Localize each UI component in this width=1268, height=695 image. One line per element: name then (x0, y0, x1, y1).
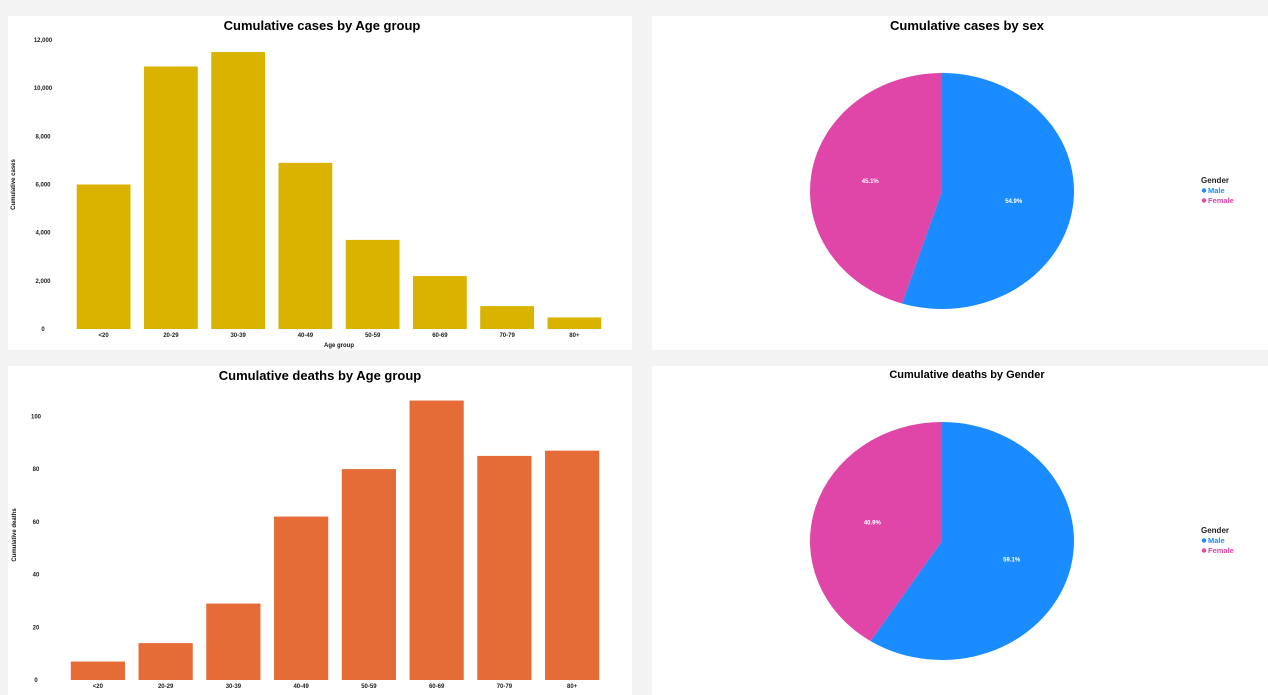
legend-marker (1201, 188, 1207, 193)
slice-value-label: 54.9% (1005, 199, 1023, 205)
y-axis-label: Cumulative deaths (12, 508, 18, 562)
pie-slice-male (870, 422, 1074, 660)
y-tick-label: 0 (41, 327, 45, 333)
legend-item: Female (1208, 196, 1234, 205)
slice-value-label: 59.1% (1003, 557, 1021, 563)
chart-title: Cumulative cases by sex (890, 18, 1045, 33)
y-tick-label: 12,000 (34, 38, 53, 44)
x-tick-label: 50-59 (361, 684, 377, 690)
bar (545, 450, 600, 680)
deaths-by-gender-chart: Cumulative deaths by Gender 59.1% 40.9% Gen… (810, 369, 1234, 660)
x-tick-label: 60-69 (432, 333, 448, 339)
pie-slice-female (810, 73, 942, 304)
slice-value-label: 40.9% (864, 521, 882, 527)
bar (138, 643, 193, 680)
y-tick-label: 6,000 (35, 183, 51, 189)
y-tick-label: 20 (33, 625, 40, 631)
deaths-by-age-chart: Cumulative deaths by Age group 0 20 40 60 80 1… (12, 368, 600, 690)
y-axis-label: Cumulative cases (11, 158, 17, 209)
y-tick-label: 100 (31, 414, 42, 420)
chart-title: Cumulative deaths by Age group (219, 368, 422, 383)
bar (345, 239, 400, 329)
legend-marker (1201, 198, 1207, 203)
legend-item: Male (1208, 536, 1225, 545)
y-tick-label: 80 (33, 467, 40, 473)
cases-by-age-panel: Cumulative cases by Age group 0 2,000 4,000… (8, 16, 632, 350)
pie-slice-male (901, 73, 1074, 310)
x-tick-label: 40-49 (298, 333, 314, 339)
legend-marker (1201, 538, 1207, 543)
y-tick-label: 60 (33, 520, 40, 526)
bar (412, 276, 467, 329)
x-tick-label: 70-79 (499, 333, 515, 339)
deaths-by-gender-panel: Cumulative deaths by Gender 59.1% 40.9% Gen… (652, 366, 1268, 695)
bar (547, 317, 602, 329)
x-tick-label: 80+ (567, 684, 578, 690)
bar (477, 455, 532, 680)
slice-value-label: 45.1% (862, 179, 880, 185)
cases-by-sex-panel: Cumulative cases by sex 54.9% 45.1% Gender M… (652, 16, 1268, 350)
bar (480, 306, 535, 329)
legend-marker (1201, 548, 1207, 553)
x-tick-label: <20 (99, 333, 110, 339)
y-tick-label: 0 (34, 678, 38, 684)
bar (211, 52, 266, 330)
y-tick-label: 4,000 (35, 231, 51, 237)
pie-slice-female (810, 422, 942, 642)
y-tick-label: 8,000 (35, 134, 51, 140)
deaths-by-age-panel: Cumulative deaths by Age group 0 20 40 60 80 1… (8, 366, 632, 695)
bar (143, 66, 198, 329)
x-tick-label: 60-69 (429, 684, 445, 690)
chart-title: Cumulative cases by Age group (224, 18, 421, 33)
legend-title: Gender (1201, 176, 1229, 185)
x-tick-label: 20-29 (158, 684, 174, 690)
x-tick-label: 30-39 (230, 333, 246, 339)
bar (341, 469, 396, 680)
x-tick-label: 70-79 (497, 684, 513, 690)
x-tick-label: 20-29 (163, 333, 179, 339)
bar (409, 400, 464, 680)
bar (70, 661, 125, 680)
x-tick-label: <20 (93, 684, 104, 690)
x-tick-label: 50-59 (365, 333, 381, 339)
legend-item: Female (1208, 546, 1234, 555)
cases-by-sex-chart: Cumulative cases by sex 54.9% 45.1% GenderM… (810, 18, 1234, 310)
y-tick-label: 40 (33, 573, 40, 579)
x-axis-label: Age group (324, 343, 354, 349)
bar (206, 603, 261, 680)
bar (278, 162, 333, 329)
x-tick-label: 30-39 (226, 684, 242, 690)
y-tick-label: 2,000 (35, 279, 51, 285)
chart-title: Cumulative deaths by Gender (889, 369, 1045, 381)
x-tick-label: 80+ (569, 333, 580, 339)
x-tick-label: 40-49 (293, 684, 309, 690)
bar (76, 184, 131, 329)
legend-title: Gender (1201, 526, 1229, 535)
cases-by-age-chart: Cumulative cases by Age group 0 2,000 4,000… (11, 18, 602, 349)
legend-item: Male (1208, 186, 1225, 195)
y-tick-label: 10,000 (34, 86, 53, 92)
bar (274, 516, 329, 680)
